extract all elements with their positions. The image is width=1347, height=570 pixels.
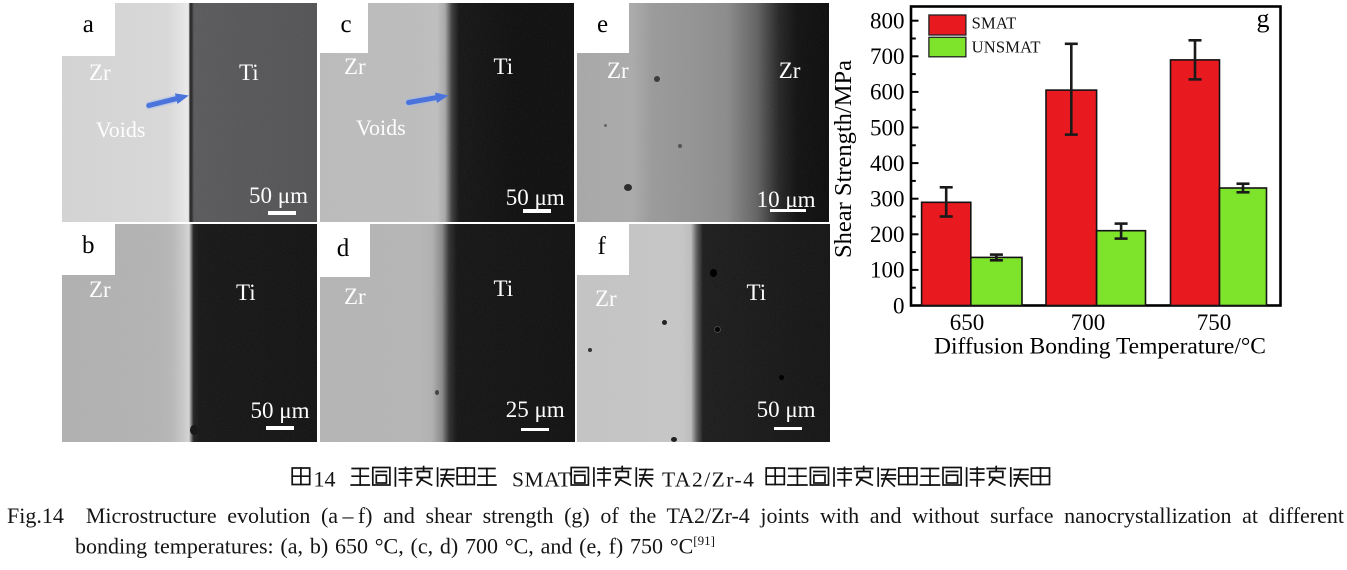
svg-text:14: 14 xyxy=(314,466,336,491)
svg-text:g: g xyxy=(1257,4,1270,33)
svg-text:SMAT: SMAT xyxy=(972,14,1017,33)
svg-text:100: 100 xyxy=(870,258,905,283)
svg-text:300: 300 xyxy=(870,187,905,212)
svg-text:Shear Strength/MPa: Shear Strength/MPa xyxy=(830,60,857,258)
svg-text:200: 200 xyxy=(870,222,905,247)
svg-text:500: 500 xyxy=(870,115,905,140)
svg-text:800: 800 xyxy=(870,9,905,34)
svg-text:600: 600 xyxy=(870,80,905,105)
svg-text:700: 700 xyxy=(870,44,905,69)
svg-text:TA2/Zr-4: TA2/Zr-4 xyxy=(662,467,755,491)
svg-text:700: 700 xyxy=(1071,310,1106,335)
svg-text:Diffusion Bonding Temperature/: Diffusion Bonding Temperature/°C xyxy=(934,334,1266,360)
svg-text:750: 750 xyxy=(1197,310,1232,335)
svg-text:0: 0 xyxy=(893,293,905,318)
svg-text:400: 400 xyxy=(870,151,905,176)
svg-text:650: 650 xyxy=(950,310,985,335)
svg-text:UNSMAT: UNSMAT xyxy=(972,37,1041,56)
svg-text:SMAT: SMAT xyxy=(512,467,571,491)
